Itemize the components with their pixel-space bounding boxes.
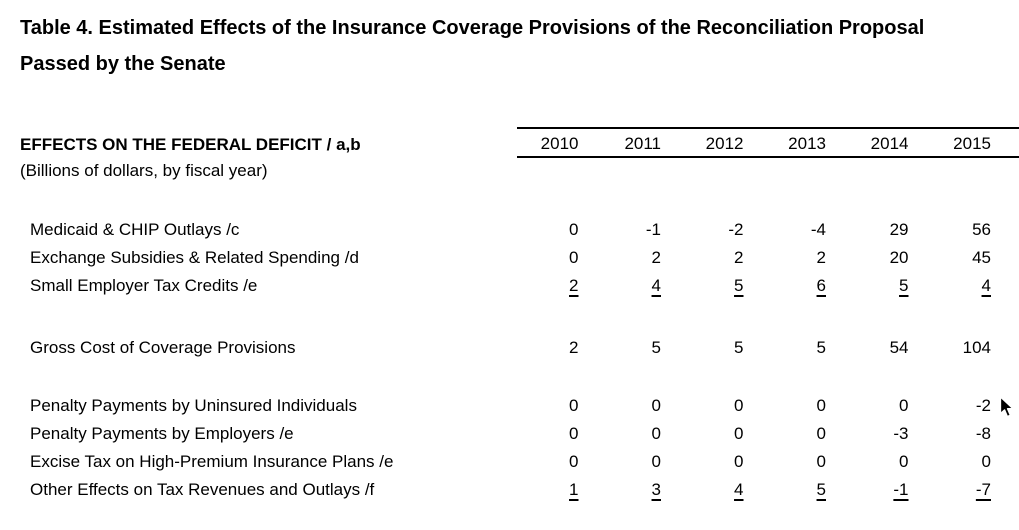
cell-value: 2: [569, 276, 579, 295]
cell-value: 29: [889, 220, 909, 239]
cell-value: 2: [569, 338, 579, 357]
row-label: Penalty Payments by Employers /e: [30, 424, 294, 443]
table-row-exchange-subsidies: Exchange Subsidies & Related Spending /d…: [0, 244, 1019, 272]
cell-value: 20: [889, 248, 909, 267]
cell-value: 0: [569, 248, 579, 267]
row-values: 2 4 5 6 5 4: [496, 272, 991, 300]
cell-value: 0: [569, 452, 579, 471]
cell-value: 2: [734, 248, 744, 267]
cell-value: 0: [734, 452, 744, 471]
row-label: Penalty Payments by Uninsured Individual…: [30, 396, 357, 415]
cell-value: -1: [893, 480, 909, 499]
table-row-other-effects: Other Effects on Tax Revenues and Outlay…: [0, 476, 1019, 504]
table-row-penalty-uninsured-individuals: Penalty Payments by Uninsured Individual…: [0, 392, 1019, 420]
cell-value: 0: [734, 424, 744, 443]
row-label: Gross Cost of Coverage Provisions: [30, 338, 296, 357]
row-label: Other Effects on Tax Revenues and Outlay…: [30, 480, 375, 499]
cell-value: 6: [816, 276, 826, 295]
table-header-subtitle: (Billions of dollars, by fiscal year): [20, 161, 268, 180]
cell-value: 0: [981, 452, 991, 471]
cell-value: -4: [810, 220, 826, 239]
cell-value: 4: [651, 276, 661, 295]
year-column-2015: 2015: [953, 134, 991, 153]
row-label: Exchange Subsidies & Related Spending /d: [30, 248, 359, 267]
cell-value: 0: [651, 424, 661, 443]
cell-value: 0: [569, 424, 579, 443]
cell-value: 0: [651, 452, 661, 471]
table-title-line2: Passed by the Senate: [20, 53, 226, 75]
header-rule-top: [517, 127, 1019, 129]
arrow-pointer-icon: [999, 396, 1014, 418]
cell-value: 0: [899, 452, 909, 471]
cell-value: -8: [975, 424, 991, 443]
cell-value: 3: [651, 480, 661, 499]
cell-value: 4: [734, 480, 744, 499]
table-row-medicaid-chip-outlays: Medicaid & CHIP Outlays /c 0 -1 -2 -4 29…: [0, 216, 1019, 244]
row-values: 0 0 0 0 0 0: [496, 448, 991, 476]
cell-value: 54: [889, 338, 909, 357]
year-column-2010: 2010: [540, 134, 579, 153]
row-values: 0 2 2 2 20 45: [496, 244, 991, 272]
cell-value: 5: [816, 480, 826, 499]
row-values: 0 0 0 0 0 -2: [496, 392, 991, 420]
table-header-label: EFFECTS ON THE FEDERAL DEFICIT / a,b: [20, 135, 361, 154]
cell-value: 104: [962, 338, 991, 357]
year-column-2012: 2012: [705, 134, 744, 153]
table-title-line1: Table 4. Estimated Effects of the Insura…: [20, 17, 925, 39]
cell-value: 5: [899, 276, 909, 295]
row-label: Medicaid & CHIP Outlays /c: [30, 220, 240, 239]
cell-value: -2: [728, 220, 744, 239]
year-column-2013: 2013: [788, 134, 826, 153]
year-column-2011: 2011: [624, 134, 661, 153]
cell-value: 0: [569, 220, 579, 239]
table-row-gross-cost: Gross Cost of Coverage Provisions 2 5 5 …: [0, 334, 1019, 362]
cell-value: 2: [651, 248, 661, 267]
cell-value: 0: [651, 396, 661, 415]
cell-value: -3: [893, 424, 909, 443]
table-row-small-employer-tax-credits: Small Employer Tax Credits /e 2 4 5 6 5 …: [0, 272, 1019, 300]
cell-value: 45: [972, 248, 991, 267]
cell-value: 0: [816, 424, 826, 443]
cell-value: 5: [734, 338, 744, 357]
cell-value: 2: [816, 248, 826, 267]
cell-value: -7: [975, 480, 991, 499]
row-label: Excise Tax on High-Premium Insurance Pla…: [30, 452, 394, 471]
table-row-excise-tax: Excise Tax on High-Premium Insurance Pla…: [0, 448, 1019, 476]
header-rule-bottom: [517, 156, 1019, 158]
cell-value: 4: [981, 276, 991, 295]
cell-value: -1: [645, 220, 661, 239]
table-row-penalty-employers: Penalty Payments by Employers /e 0 0 0 0…: [0, 420, 1019, 448]
year-column-2014: 2014: [870, 134, 909, 153]
cell-value: 56: [972, 220, 991, 239]
cell-value: 1: [569, 480, 579, 499]
row-values: 0 -1 -2 -4 29 56: [496, 216, 991, 244]
row-label: Small Employer Tax Credits /e: [30, 276, 258, 295]
cell-value: 5: [816, 338, 826, 357]
cell-value: 0: [816, 396, 826, 415]
row-values: 1 3 4 5 -1 -7: [496, 476, 991, 504]
year-columns-header: 2010 2011 2012 2013 2014 2015: [496, 130, 991, 158]
cell-value: 0: [899, 396, 909, 415]
row-values: 2 5 5 5 54 104: [496, 334, 991, 362]
cell-value: 5: [734, 276, 744, 295]
cell-value: -2: [975, 396, 991, 415]
cell-value: 0: [734, 396, 744, 415]
cell-value: 0: [816, 452, 826, 471]
cell-value: 5: [651, 338, 661, 357]
table-title: Table 4. Estimated Effects of the Insura…: [20, 10, 924, 82]
row-values: 0 0 0 0 -3 -8: [496, 420, 991, 448]
cell-value: 0: [569, 396, 579, 415]
